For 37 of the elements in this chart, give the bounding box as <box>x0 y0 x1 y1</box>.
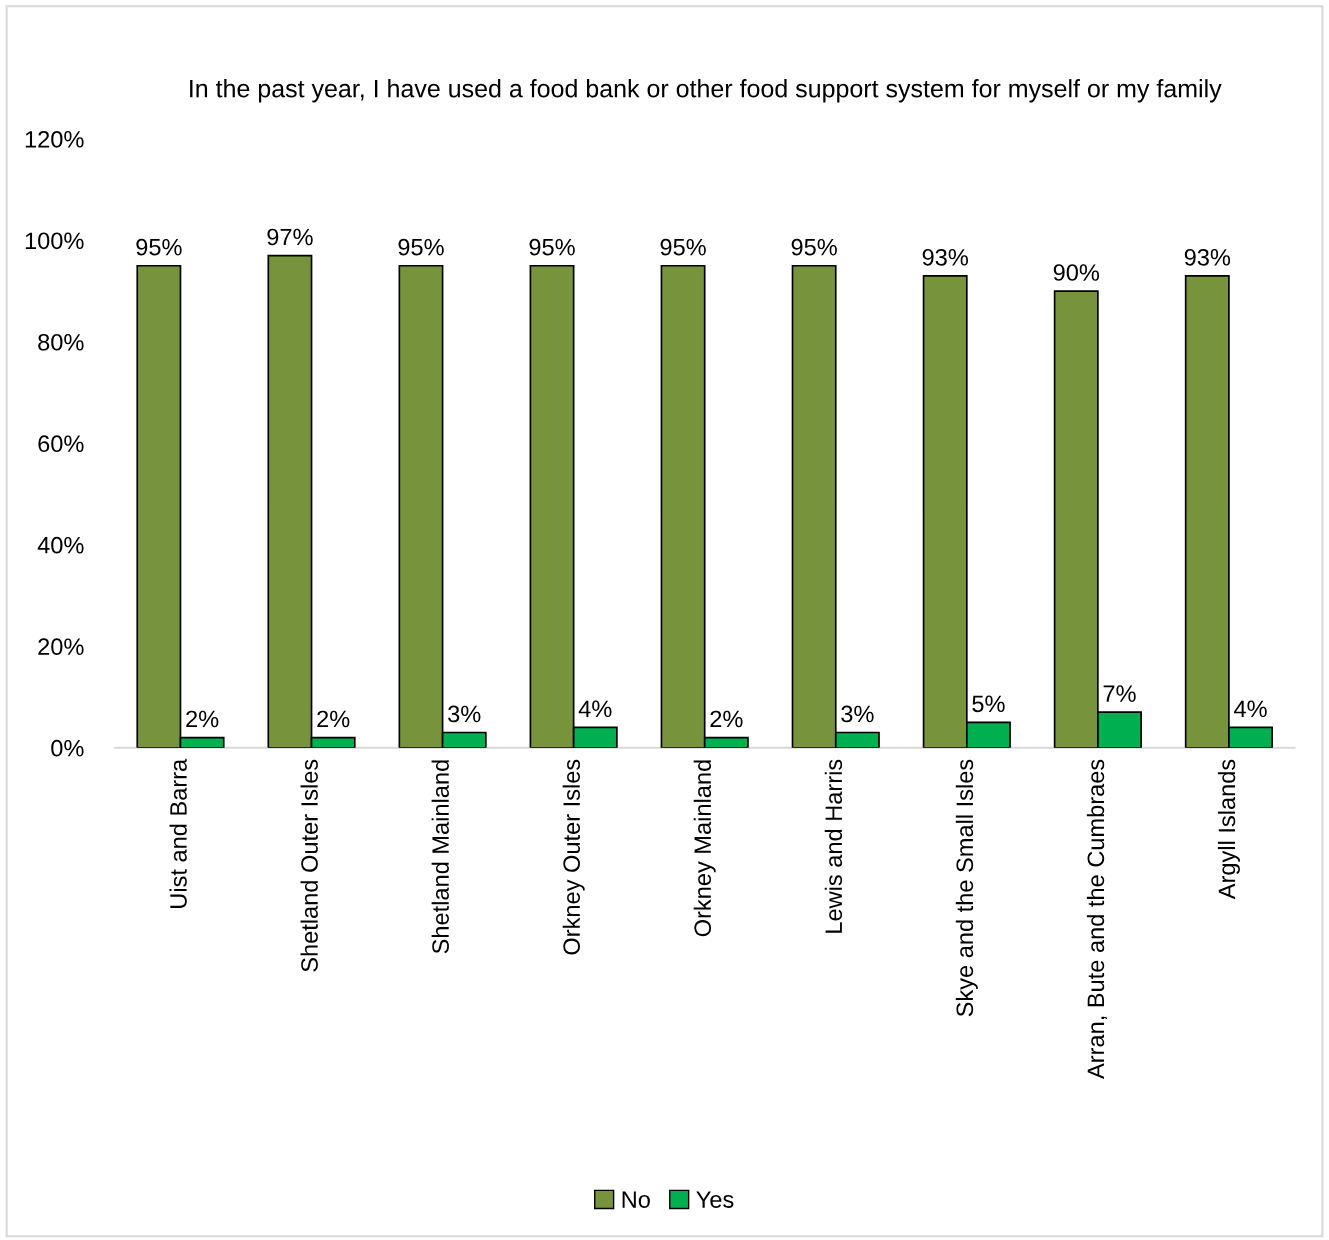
x-tick-label: Skye and the Small Isles <box>955 759 978 1017</box>
legend-label: No <box>622 1191 650 1208</box>
x-tick-label: Shetland Mainland <box>431 760 449 954</box>
y-tick-label: 120% <box>25 130 84 148</box>
data-label: 95% <box>660 238 706 256</box>
y-tick-label: 100% <box>25 232 84 250</box>
y-tick-label: 60% <box>38 435 84 453</box>
data-label: 2% <box>186 710 219 728</box>
x-tick-label: Orkney Outer Isles <box>562 759 585 955</box>
data-label: 95% <box>136 238 182 256</box>
data-label: 93% <box>1184 248 1231 266</box>
x-tick-label: Shetland Outer Isles <box>300 759 318 972</box>
data-label: 4% <box>578 700 612 718</box>
data-label: 95% <box>791 238 837 256</box>
data-label: 95% <box>398 238 444 256</box>
y-tick-label: 80% <box>38 333 84 351</box>
data-label: 2% <box>710 710 743 728</box>
data-label: 93% <box>922 248 968 266</box>
data-label: 7% <box>1103 685 1136 702</box>
legend-label: Yes <box>696 1191 734 1208</box>
data-label: 95% <box>529 238 575 256</box>
x-tick-label: Uist and Barra <box>169 758 187 908</box>
y-tick-label: 20% <box>38 638 84 656</box>
data-label: 3% <box>448 705 481 723</box>
y-tick-label: 0% <box>51 739 84 757</box>
y-tick-label: 40% <box>37 536 84 554</box>
data-label: 2% <box>317 710 350 728</box>
data-label: 3% <box>841 705 874 723</box>
data-label: 90% <box>1053 264 1100 281</box>
x-tick-label: Argyll Islands <box>1217 759 1240 900</box>
x-tick-label: Lewis and Harris <box>824 759 843 933</box>
data-label: 5% <box>972 695 1005 713</box>
data-label: 97% <box>267 228 313 246</box>
data-label: 4% <box>1234 700 1267 718</box>
x-tick-label: Arran, Bute and the Cumbraes <box>1086 759 1107 1079</box>
chart-title: In the past year, I have used a food bank or other food support system for myself or my family <box>190 79 1222 103</box>
x-tick-label: Orkney Mainland <box>693 760 716 937</box>
